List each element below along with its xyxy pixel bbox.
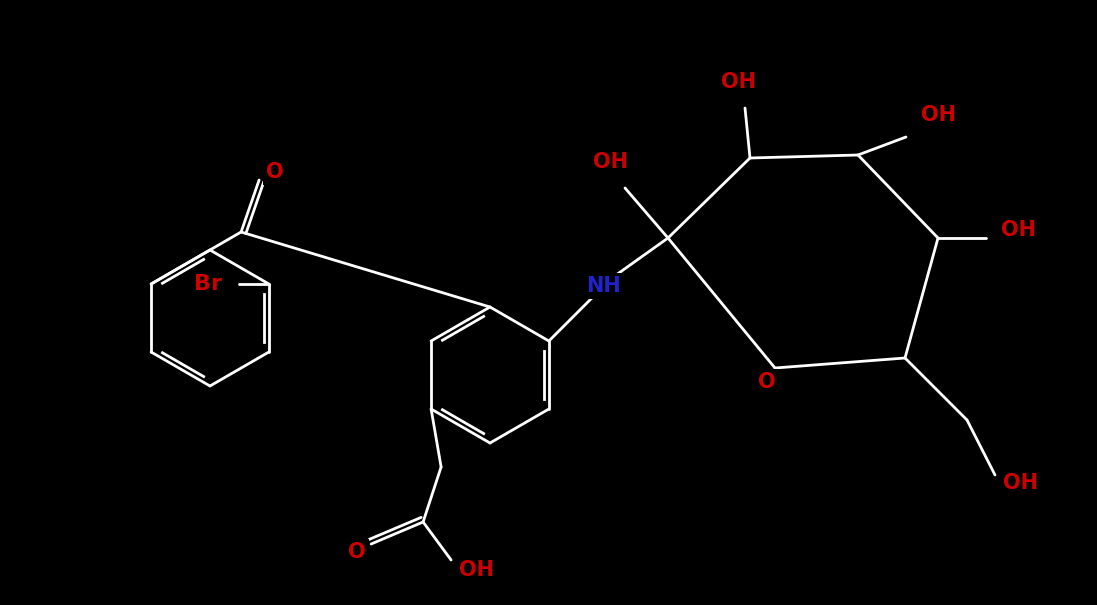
Text: OH: OH (1000, 220, 1036, 240)
Text: Br: Br (194, 274, 222, 294)
Text: OH: OH (593, 152, 629, 172)
Text: O: O (349, 542, 366, 562)
Text: OH: OH (721, 72, 756, 92)
Text: OH: OH (1003, 473, 1038, 493)
Text: NH: NH (587, 276, 621, 296)
Text: O: O (267, 162, 284, 182)
Text: O: O (758, 372, 776, 392)
Text: OH: OH (920, 105, 955, 125)
Text: OH: OH (459, 560, 494, 580)
